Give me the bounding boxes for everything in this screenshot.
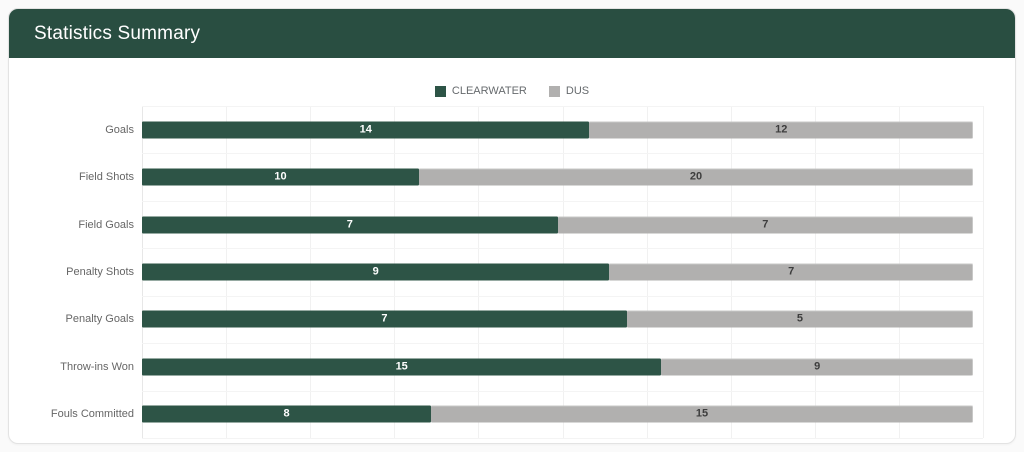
legend-swatch-icon	[434, 85, 446, 97]
bar-segment-dus: 7	[557, 216, 973, 234]
category-label: Penalty Goals	[65, 313, 134, 326]
bar-value-label: 10	[274, 170, 287, 183]
chart-row-penalty-goals: Penalty Goals 7 5	[66, 296, 983, 343]
legend-swatch-icon	[548, 85, 560, 97]
category-label: Field Shots	[78, 171, 134, 184]
statistics-summary-card: Statistics Summary CLEARWATER DUS Goals 14…	[8, 8, 1016, 444]
horizontal-gridline	[142, 438, 983, 439]
bar-segment-clearwater: 14	[142, 121, 590, 139]
bar-segment-dus: 5	[626, 310, 973, 328]
bar-value-label: 15	[695, 407, 709, 420]
chart-row-penalty-shots: Penalty Shots 9 7	[66, 248, 983, 295]
bar-segment-dus: 12	[589, 121, 973, 139]
page-title: Statistics Summary	[34, 22, 201, 44]
chart-legend: CLEARWATER DUS	[9, 83, 1015, 99]
horizontal-gridline	[142, 153, 983, 155]
horizontal-gridline	[142, 106, 983, 107]
bar-value-label: 5	[796, 312, 803, 325]
legend-item-clearwater[interactable]: CLEARWATER	[434, 85, 527, 97]
bar-value-label: 8	[283, 407, 290, 420]
bar-segment-dus: 7	[609, 263, 973, 281]
chart-row-field-shots: Field Shots 10 20	[79, 153, 983, 200]
bar-segment-clearwater: 9	[142, 263, 610, 281]
legend-item-dus[interactable]: DUS	[548, 85, 590, 97]
bar-segment-dus: 9	[661, 358, 973, 376]
bar-value-label: 7	[762, 218, 769, 231]
bar-value-label: 14	[359, 123, 372, 136]
bar-value-label: 7	[381, 312, 388, 325]
bar-segment-dus: 15	[431, 405, 973, 423]
bar-value-label: 12	[775, 123, 788, 136]
bar-track: 15 9	[142, 358, 973, 376]
category-label: Goals	[105, 123, 134, 136]
bar-value-label: 9	[372, 265, 379, 278]
bar-value-label: 20	[689, 170, 703, 183]
chart-row-field-goals: Field Goals 7 7	[78, 201, 983, 248]
bar-value-label: 9	[814, 360, 821, 373]
category-label: Field Goals	[78, 218, 134, 231]
category-label: Fouls Committed	[50, 408, 134, 421]
bar-segment-dus: 20	[418, 168, 973, 186]
horizontal-gridline	[142, 295, 983, 297]
chart-row-goals: Goals 14 12	[105, 106, 983, 153]
bar-track: 10 20	[142, 168, 973, 186]
bar-track: 8 15	[142, 405, 973, 423]
bar-value-label: 7	[788, 265, 795, 278]
chart-row-fouls-committed: Fouls Committed 8 15	[51, 391, 983, 438]
horizontal-gridline	[142, 390, 983, 392]
bar-value-label: 15	[395, 360, 408, 373]
horizontal-gridline	[142, 343, 983, 345]
bar-segment-clearwater: 7	[142, 310, 627, 328]
bar-segment-clearwater: 8	[142, 405, 432, 423]
bar-segment-clearwater: 15	[142, 358, 662, 376]
legend-label: CLEARWATER	[451, 85, 527, 97]
legend-label: DUS	[565, 85, 590, 97]
chart-row-throw-ins-won: Throw-ins Won 15 9	[60, 343, 983, 390]
horizontal-gridline	[142, 248, 983, 250]
bar-segment-clearwater: 7	[142, 216, 558, 234]
horizontal-gridline	[142, 200, 983, 202]
bar-value-label: 7	[346, 218, 353, 231]
statistics-chart: Goals 14 12 Field Shots 10 20 Field Goals 7 7 Pen…	[51, 106, 984, 439]
category-label: Penalty Shots	[66, 265, 134, 278]
category-label: Throw-ins Won	[60, 360, 134, 373]
vertical-gridline	[983, 106, 984, 438]
bar-segment-clearwater: 10	[142, 168, 419, 186]
card-header: Statistics Summary	[9, 9, 1015, 58]
bar-track: 14 12	[142, 121, 973, 139]
